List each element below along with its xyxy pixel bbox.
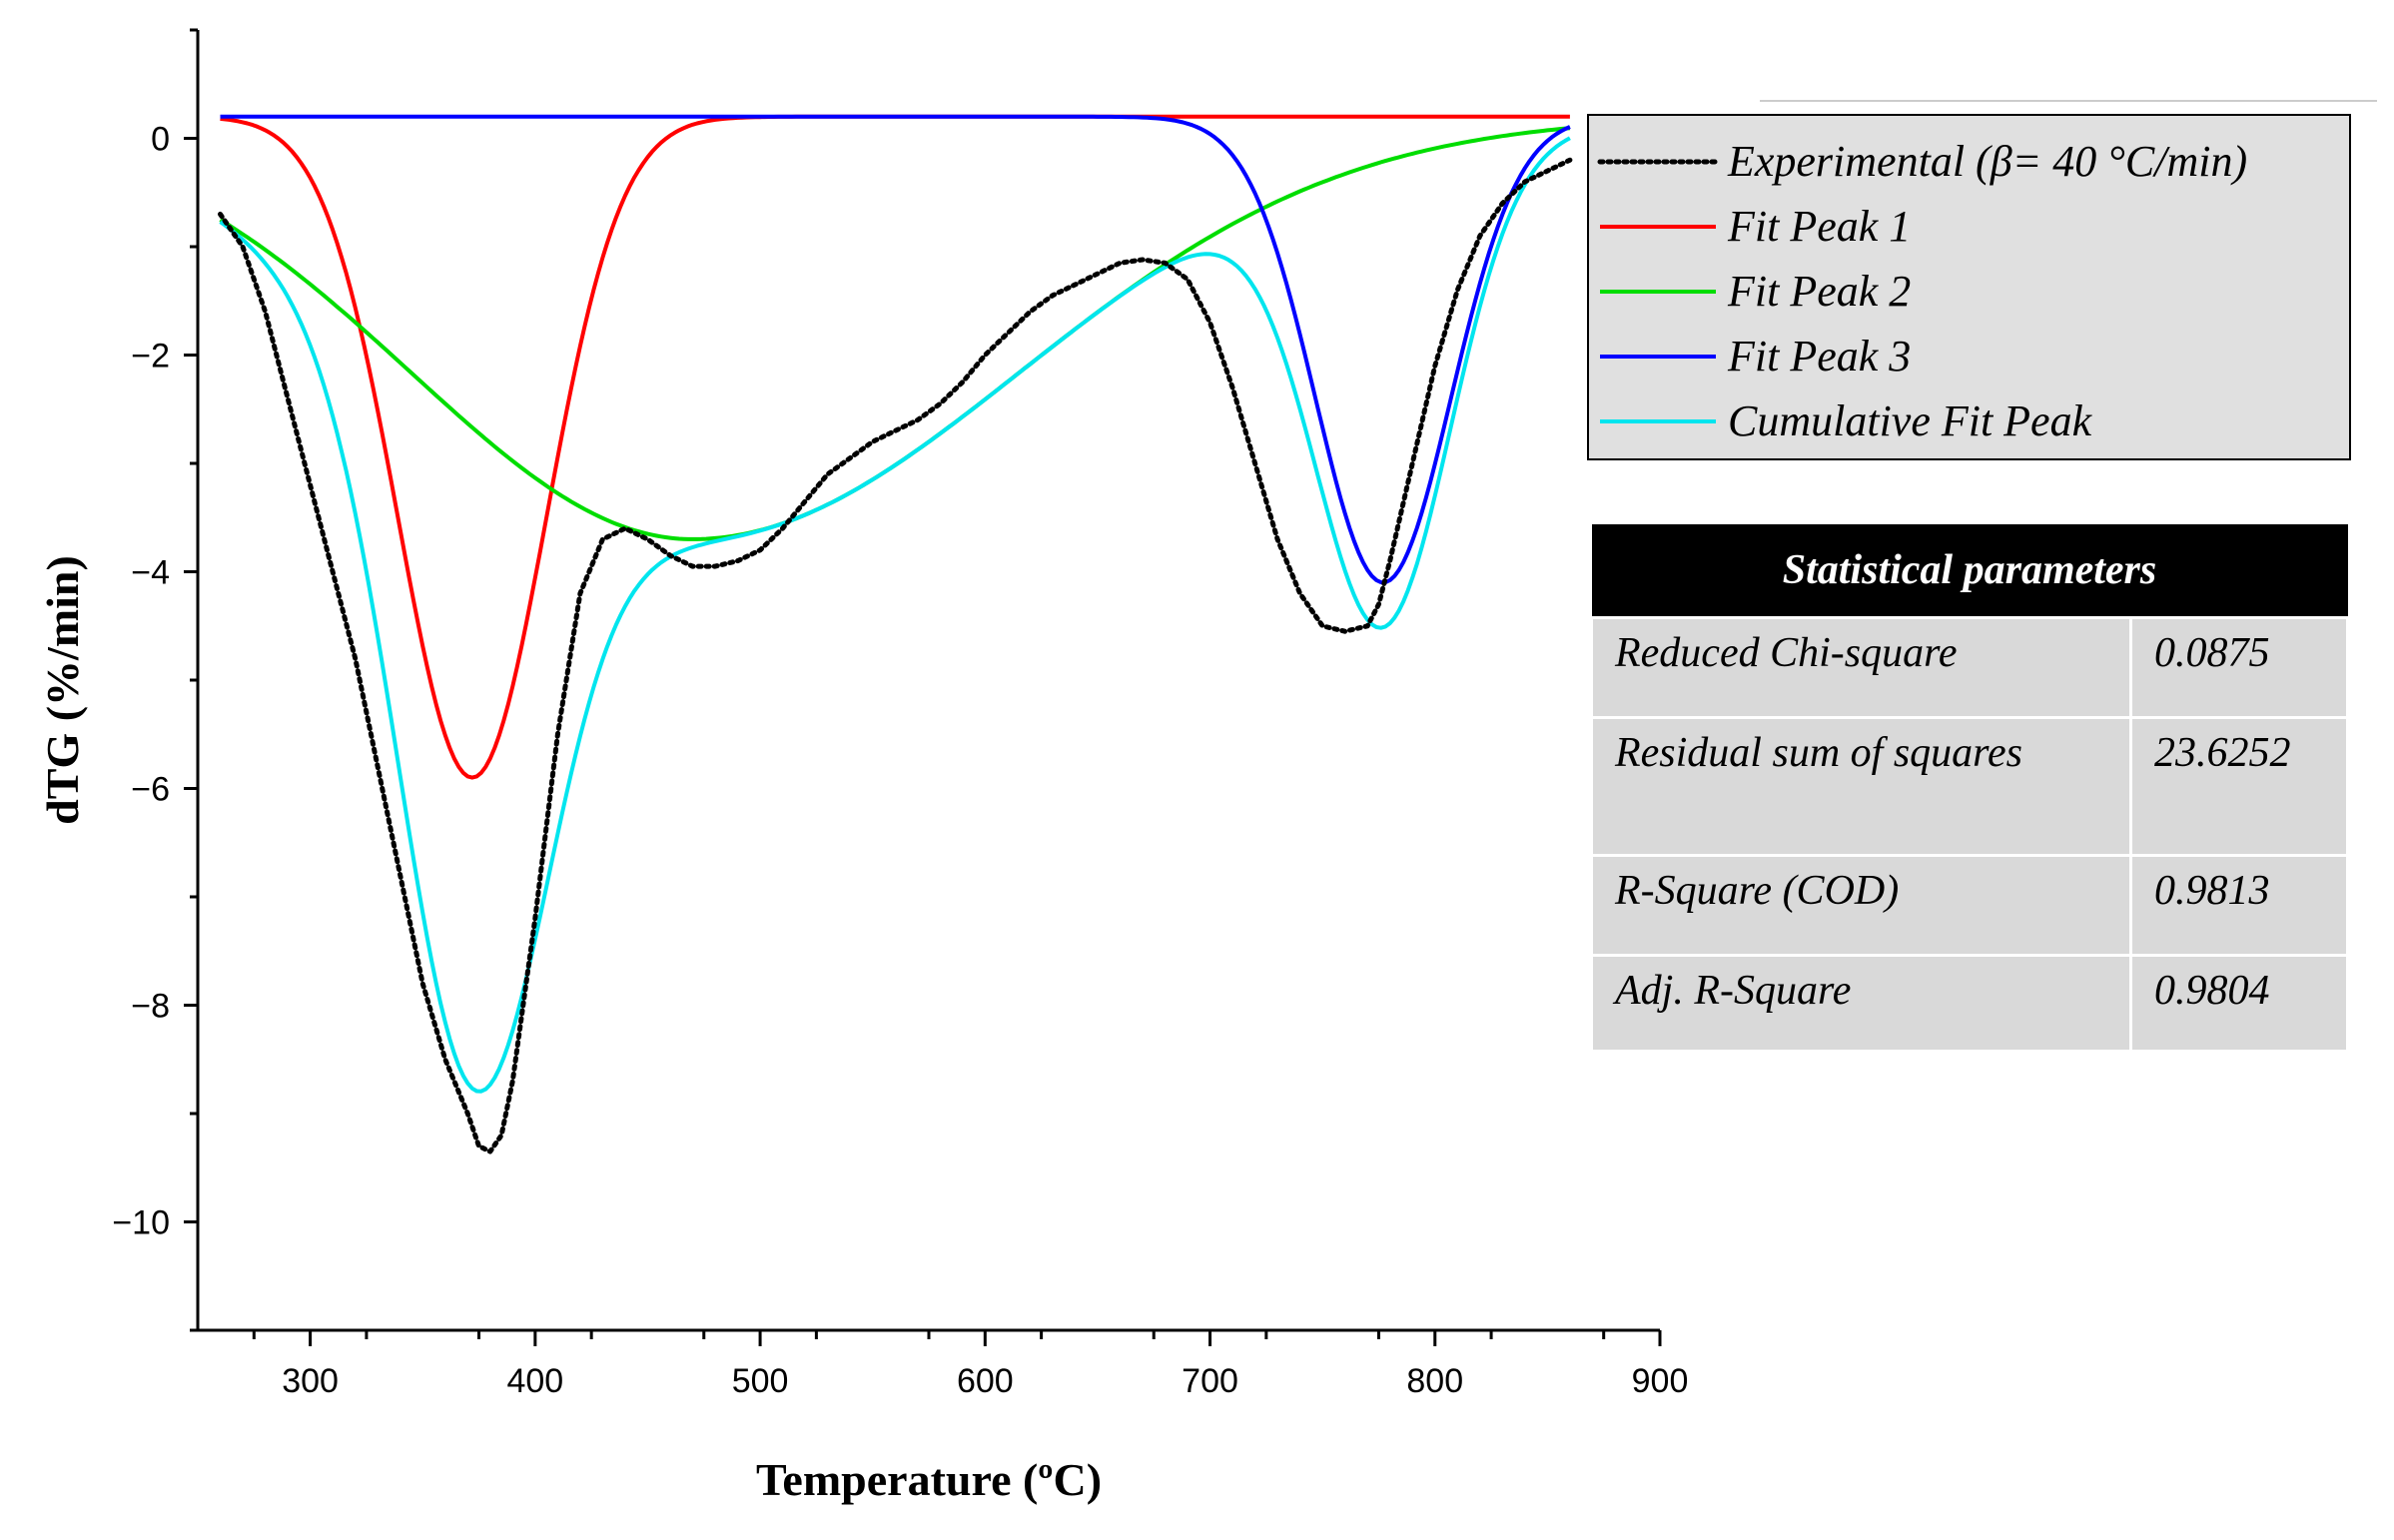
series-line-0	[218, 157, 1573, 1155]
x-tick-label: 700	[1182, 1362, 1238, 1400]
y-tick-label: −6	[131, 771, 170, 809]
series-line-2	[219, 126, 1571, 541]
legend-box	[1587, 114, 2351, 460]
series-line-1	[220, 114, 1570, 780]
y-tick-label: −10	[112, 1204, 170, 1242]
table-row: Reduced Chi-square 0.0875	[1590, 616, 2349, 719]
x-tick-label: 800	[1406, 1362, 1463, 1400]
y-tick-label: −8	[131, 988, 170, 1026]
x-tick-label: 600	[957, 1362, 1014, 1400]
stat-label-r-square-cod: R-Square (COD)	[1590, 854, 2132, 957]
stat-value-reduced-chi-square: 0.0875	[2129, 616, 2349, 719]
stat-label-adj-r-square: Adj. R-Square	[1590, 954, 2132, 1053]
legend-label-4: Cumulative Fit Peak	[1728, 396, 2093, 445]
axes	[196, 30, 1660, 1332]
table-row: Adj. R-Square 0.9804	[1590, 954, 2349, 1053]
x-tick-label: 500	[732, 1362, 789, 1400]
x-tick-label: 400	[506, 1362, 563, 1400]
statistics-table-title: Statistical parameters	[1591, 524, 2348, 618]
legend-label-1: Fit Peak 1	[1727, 202, 1911, 251]
y-ticks: 0 −2 −4 −6 −8 −10	[112, 28, 198, 1332]
stat-value-r-square-cod: 0.9813	[2129, 854, 2349, 957]
stat-value-residual-sum-of-squares: 23.6252	[2129, 716, 2349, 857]
y-tick-label: −4	[131, 554, 170, 592]
series-line-4	[219, 136, 1571, 1094]
y-tick-label: 0	[151, 121, 170, 159]
statistics-table: Statistical parameters Reduced Chi-squar…	[1590, 524, 2349, 1053]
stat-label-reduced-chi-square: Reduced Chi-square	[1590, 616, 2132, 719]
x-tick-label: 300	[282, 1362, 339, 1400]
x-axis-title: Temperature (ºC)	[756, 1454, 1102, 1505]
table-row: Residual sum of squares 23.6252	[1590, 716, 2349, 857]
stat-label-residual-sum-of-squares: Residual sum of squares	[1590, 716, 2132, 857]
legend-label-2: Fit Peak 2	[1727, 267, 1911, 316]
x-tick-label: 900	[1632, 1362, 1689, 1400]
stat-value-adj-r-square: 0.9804	[2129, 954, 2349, 1053]
legend-label-3: Fit Peak 3	[1727, 332, 1911, 381]
table-row: R-Square (COD) 0.9813	[1590, 854, 2349, 957]
y-tick-label: −2	[131, 338, 170, 376]
legend: Experimental (β= 40 °C/min) Fit Peak 1 Fit…	[1587, 100, 2377, 460]
y-axis-title: dTG (%/min)	[37, 555, 88, 825]
plot-lines	[218, 114, 1573, 1155]
x-ticks: 300 400 500 600 700 800 900	[252, 1330, 1689, 1400]
series-line-3	[220, 114, 1571, 585]
legend-label-0: Experimental (β= 40 °C/min)	[1727, 137, 2247, 186]
